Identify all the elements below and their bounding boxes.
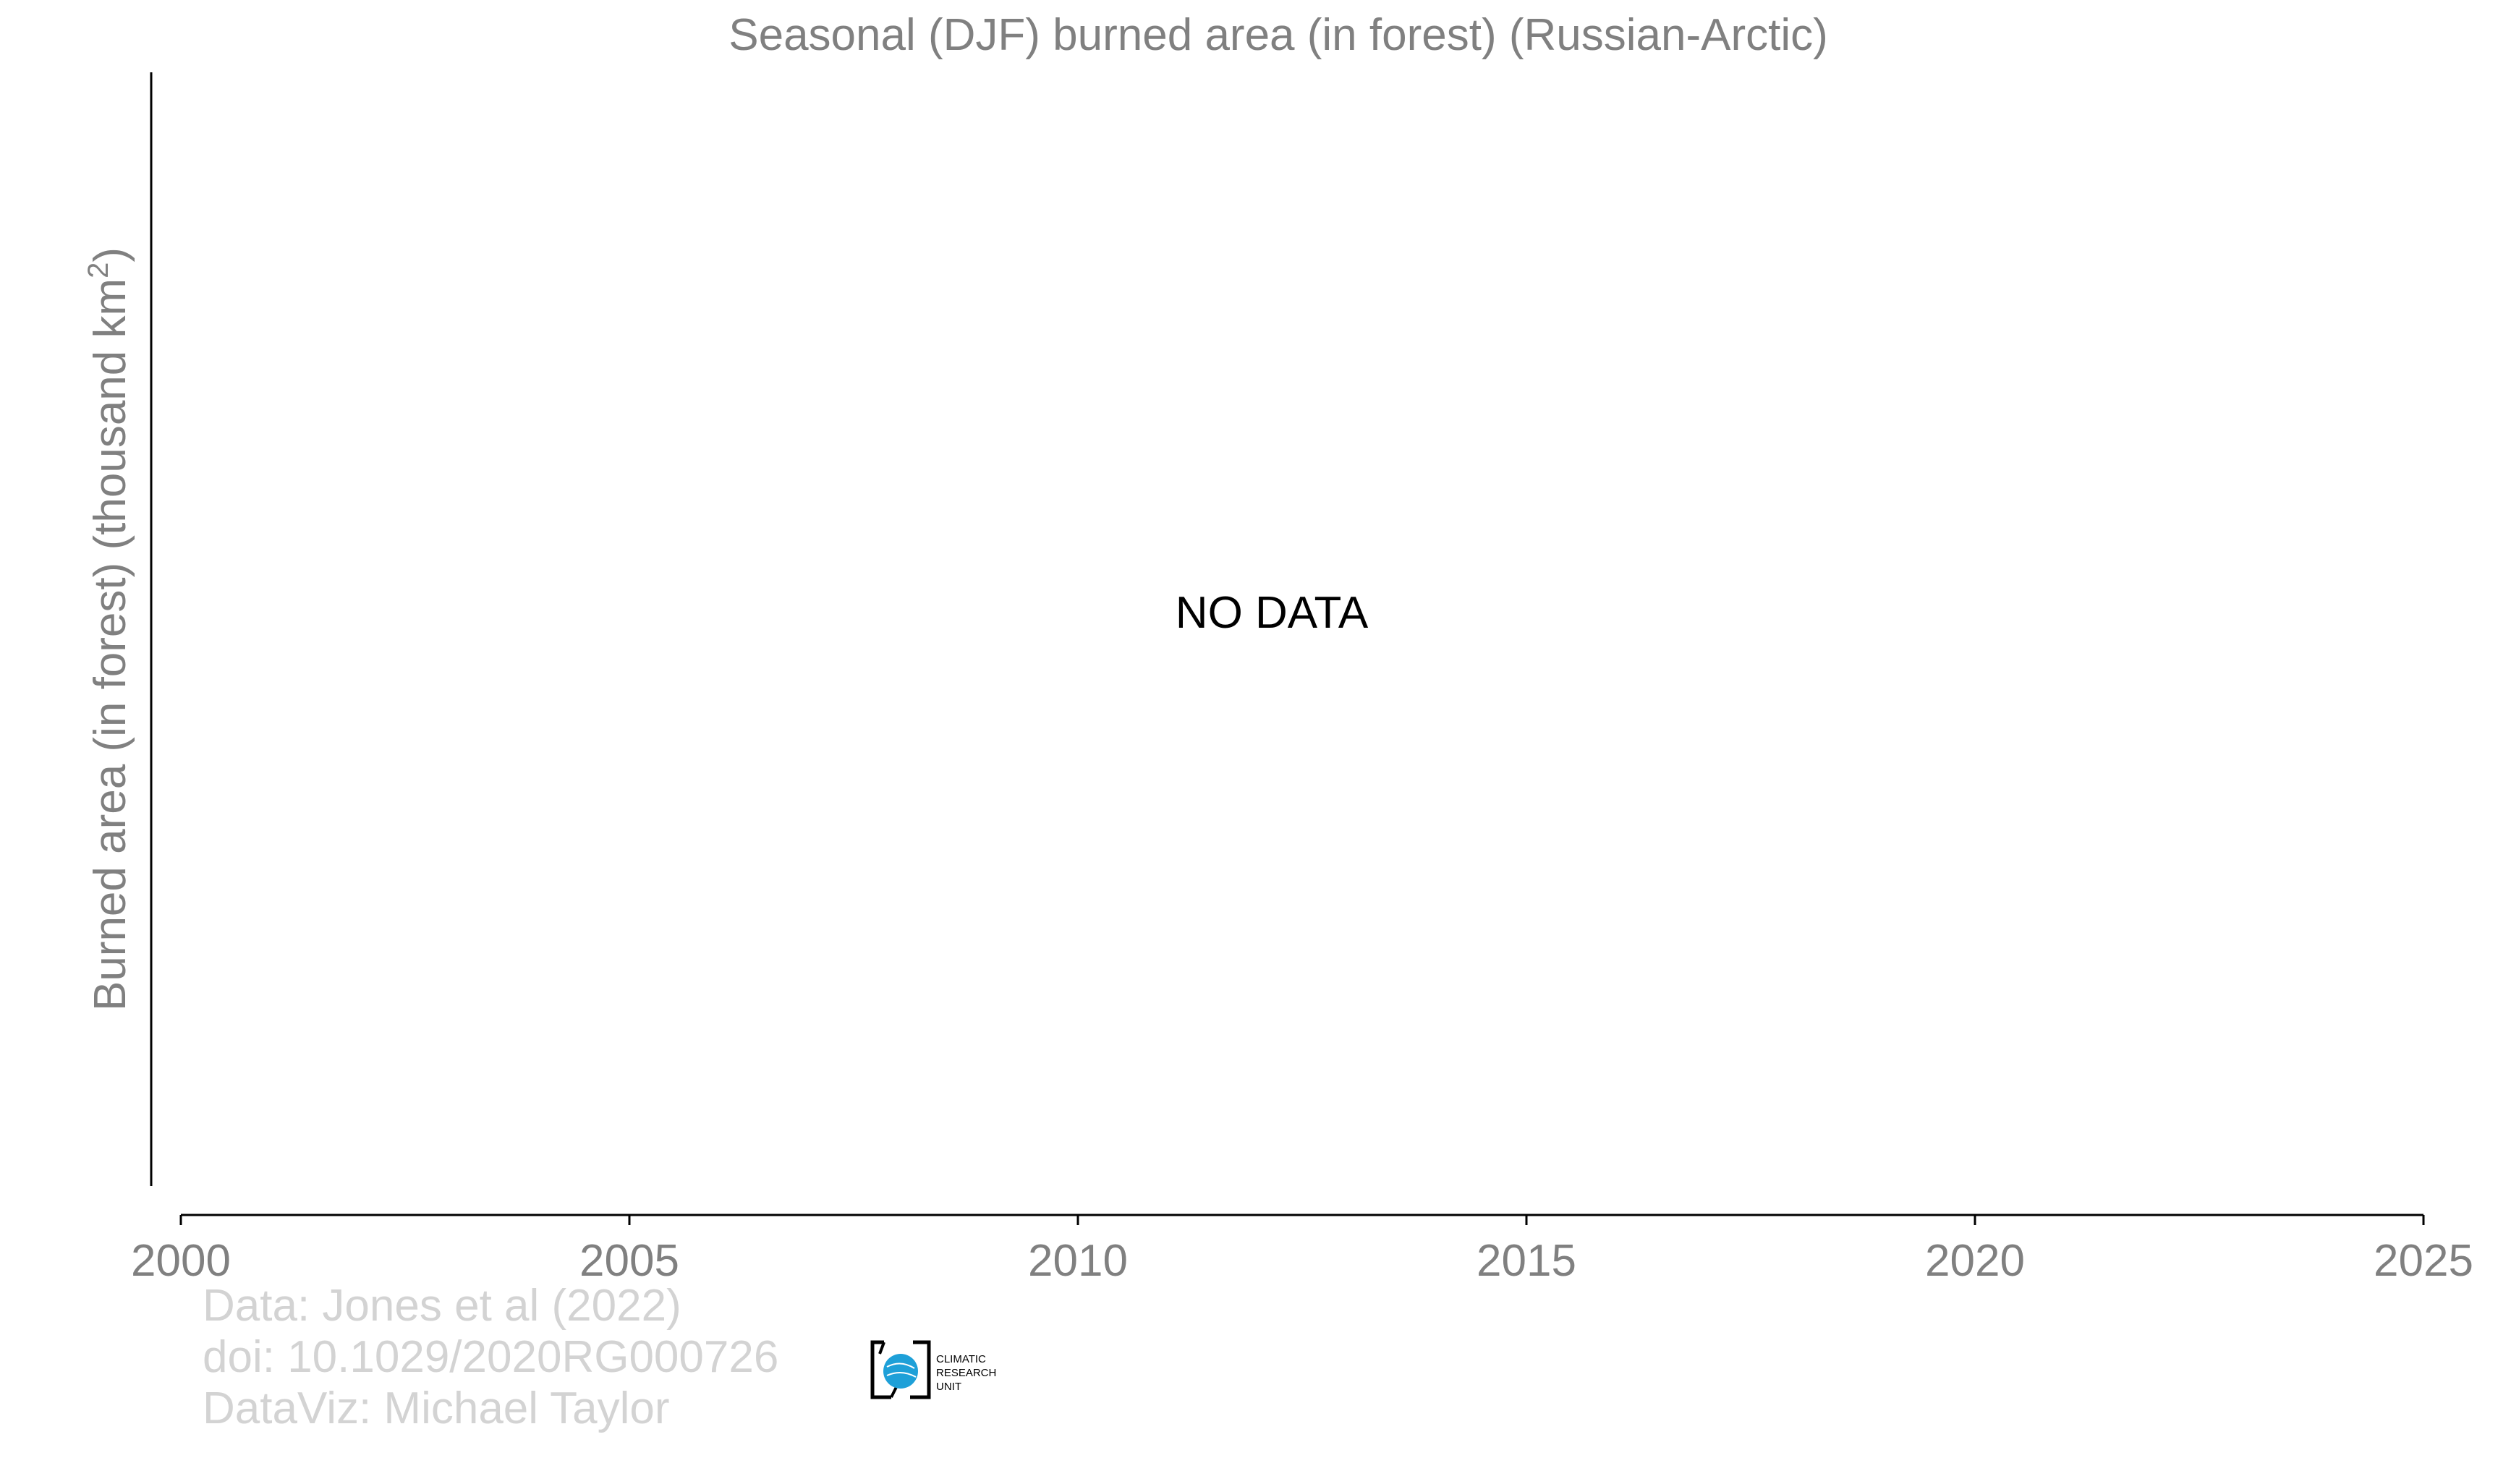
y-axis-label-superscript: 2 [82,263,114,278]
logo-slash-top [878,1342,885,1355]
no-data-annotation: NO DATA [1176,588,1369,638]
logo-bracket-left [870,1340,891,1399]
x-tick-label: 2010 [1028,1236,1128,1286]
globe-swirl-icon [886,1363,917,1378]
logo-text-climatic: CLIMATIC [936,1353,986,1365]
credits-doi: doi: 10.1029/2020RG000726 [203,1332,778,1382]
x-tick-label: 2020 [1925,1236,2025,1286]
y-axis-label: Burned area (in forest) (thousand km2) [82,247,135,1011]
logo-text-unit: UNIT [936,1381,961,1393]
y-axis-label-close: ) [85,247,135,263]
logo-text-research: RESEARCH [936,1367,996,1379]
globe-icon [883,1354,918,1389]
x-tick-label: 2015 [1477,1236,1576,1286]
x-tick-label: 2005 [579,1236,679,1286]
logo-bracket-right [910,1340,931,1399]
credits-dataviz: DataViz: Michael Taylor [203,1383,670,1433]
credits-data-source: Data: Jones et al (2022) [203,1281,681,1331]
x-tick-label: 2025 [2374,1236,2473,1286]
x-tick-label: 2000 [131,1236,231,1286]
chart-title: Seasonal (DJF) burned area (in forest) (… [728,10,1828,60]
x-axis-ticks: 2000 2005 2010 2015 2020 2025 [131,1215,2473,1286]
y-axis-label-main: Burned area (in forest) (thousand km [85,278,135,1011]
cru-logo: CLIMATIC RESEARCH UNIT [870,1340,996,1399]
